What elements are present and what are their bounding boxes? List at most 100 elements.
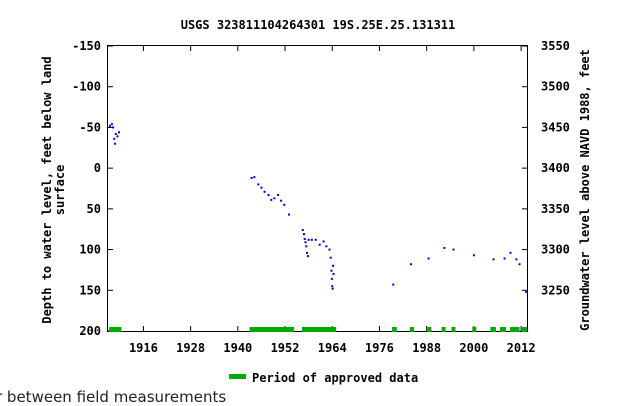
approved-period-bar: [521, 327, 527, 332]
data-point: [443, 246, 446, 249]
x-tick-label: 1940: [223, 341, 252, 355]
data-point: [509, 251, 512, 254]
chart-title: USGS 323811104264301 19S.25E.25.131311: [181, 18, 456, 32]
approved-period-bar: [510, 327, 520, 332]
data-point: [260, 186, 263, 189]
approved-period-bar: [109, 327, 122, 332]
approved-period-bar: [499, 327, 507, 332]
data-point: [409, 263, 412, 266]
y-right-tick-label: 3550: [541, 39, 570, 53]
data-point: [250, 176, 253, 179]
legend-label: Period of approved data: [252, 371, 418, 385]
approved-period-bar: [392, 327, 397, 332]
y-left-tick-label: 100: [79, 243, 101, 257]
data-point: [318, 243, 321, 246]
y-right-tick-label: 3450: [541, 120, 570, 134]
y-right-tick-label: 3500: [541, 80, 570, 94]
data-point: [515, 258, 518, 261]
data-point: [118, 131, 121, 134]
y-axis-left: -150 -100 -50 0 50 100 150 200: [72, 39, 113, 338]
y-left-tick-label: -100: [72, 80, 101, 94]
approved-period-bar: [427, 327, 432, 332]
data-point: [322, 240, 325, 243]
data-point: [270, 198, 273, 201]
data-point: [330, 269, 333, 272]
data-point: [114, 142, 117, 145]
data-point: [112, 126, 115, 129]
data-point: [518, 263, 521, 266]
x-tick-label: 1976: [365, 341, 394, 355]
data-point: [332, 273, 335, 275]
data-point: [113, 137, 116, 140]
data-point: [302, 233, 305, 236]
approved-period-bar: [301, 327, 337, 332]
data-point: [306, 255, 309, 258]
y-left-tick-label: 150: [79, 283, 101, 297]
approved-period-bar: [249, 327, 295, 332]
data-point: [108, 124, 111, 127]
data-point: [114, 132, 117, 135]
y-right-tick-label: 3300: [541, 243, 570, 257]
data-point: [472, 254, 475, 257]
y-right-tick-label: 3350: [541, 202, 570, 216]
x-tick-label: 1988: [412, 341, 441, 355]
data-point: [325, 245, 328, 248]
data-point: [330, 277, 333, 280]
data-point: [257, 183, 260, 186]
data-point: [280, 199, 283, 202]
data-point: [253, 176, 256, 179]
approved-period-bars: [109, 327, 527, 332]
data-point: [331, 285, 334, 288]
data-point: [287, 213, 290, 216]
data-point: [314, 238, 317, 241]
x-tick-label: 1928: [176, 341, 205, 355]
y-axis-left-label-line2: surface: [53, 165, 67, 216]
data-point: [283, 203, 286, 206]
data-point: [276, 194, 279, 197]
data-point: [110, 123, 113, 126]
y-left-tick-label: 200: [79, 324, 101, 338]
data-point: [301, 229, 304, 232]
data-point: [329, 256, 332, 259]
approved-period-bar: [409, 327, 415, 332]
approved-period-bar: [451, 327, 456, 332]
y-axis-right-label: Groundwater level above NAVD 1988, feet: [578, 49, 592, 331]
data-point: [525, 290, 528, 293]
x-tick-label: 2012: [507, 341, 536, 355]
y-right-tick-label: 3400: [541, 161, 570, 175]
x-axis: 1916 1928 1940 1952 1964 1976 1988 2000 2012: [129, 46, 536, 355]
data-point: [392, 283, 395, 286]
approved-period-bar: [490, 327, 496, 332]
data-point: [273, 197, 276, 200]
y-axis-right: 3550 3500 3450 3400 3350 3300 3250: [522, 39, 570, 297]
y-axis-left-label-line1: Depth to water level, feet below land: [40, 56, 54, 323]
data-point: [305, 245, 308, 248]
y-left-tick-label: -50: [79, 120, 101, 134]
data-point: [427, 257, 430, 260]
approved-period-bar: [441, 327, 446, 332]
x-tick-label: 1952: [271, 341, 300, 355]
y-left-tick-label: 0: [94, 161, 101, 175]
y-left-tick-label: 50: [87, 202, 101, 216]
data-point: [331, 287, 334, 290]
data-point: [116, 135, 119, 138]
data-point: [503, 257, 506, 260]
data-point: [303, 237, 306, 240]
data-point: [267, 194, 270, 197]
data-point: [306, 251, 309, 254]
data-point: [452, 248, 455, 251]
x-tick-label: 2000: [459, 341, 488, 355]
x-tick-label: 1916: [129, 341, 158, 355]
partial-caption-bottom: r between field measurements: [0, 388, 227, 406]
legend-swatch: [229, 374, 246, 379]
partial-caption-top: r: [60, 0, 66, 4]
plot-frame: [107, 45, 528, 332]
data-point: [492, 258, 495, 261]
data-points: [108, 123, 528, 293]
data-point: [310, 238, 313, 241]
data-point: [332, 264, 335, 267]
data-point: [328, 248, 331, 251]
x-tick-label: 1964: [318, 341, 347, 355]
y-left-tick-label: -150: [72, 39, 101, 53]
